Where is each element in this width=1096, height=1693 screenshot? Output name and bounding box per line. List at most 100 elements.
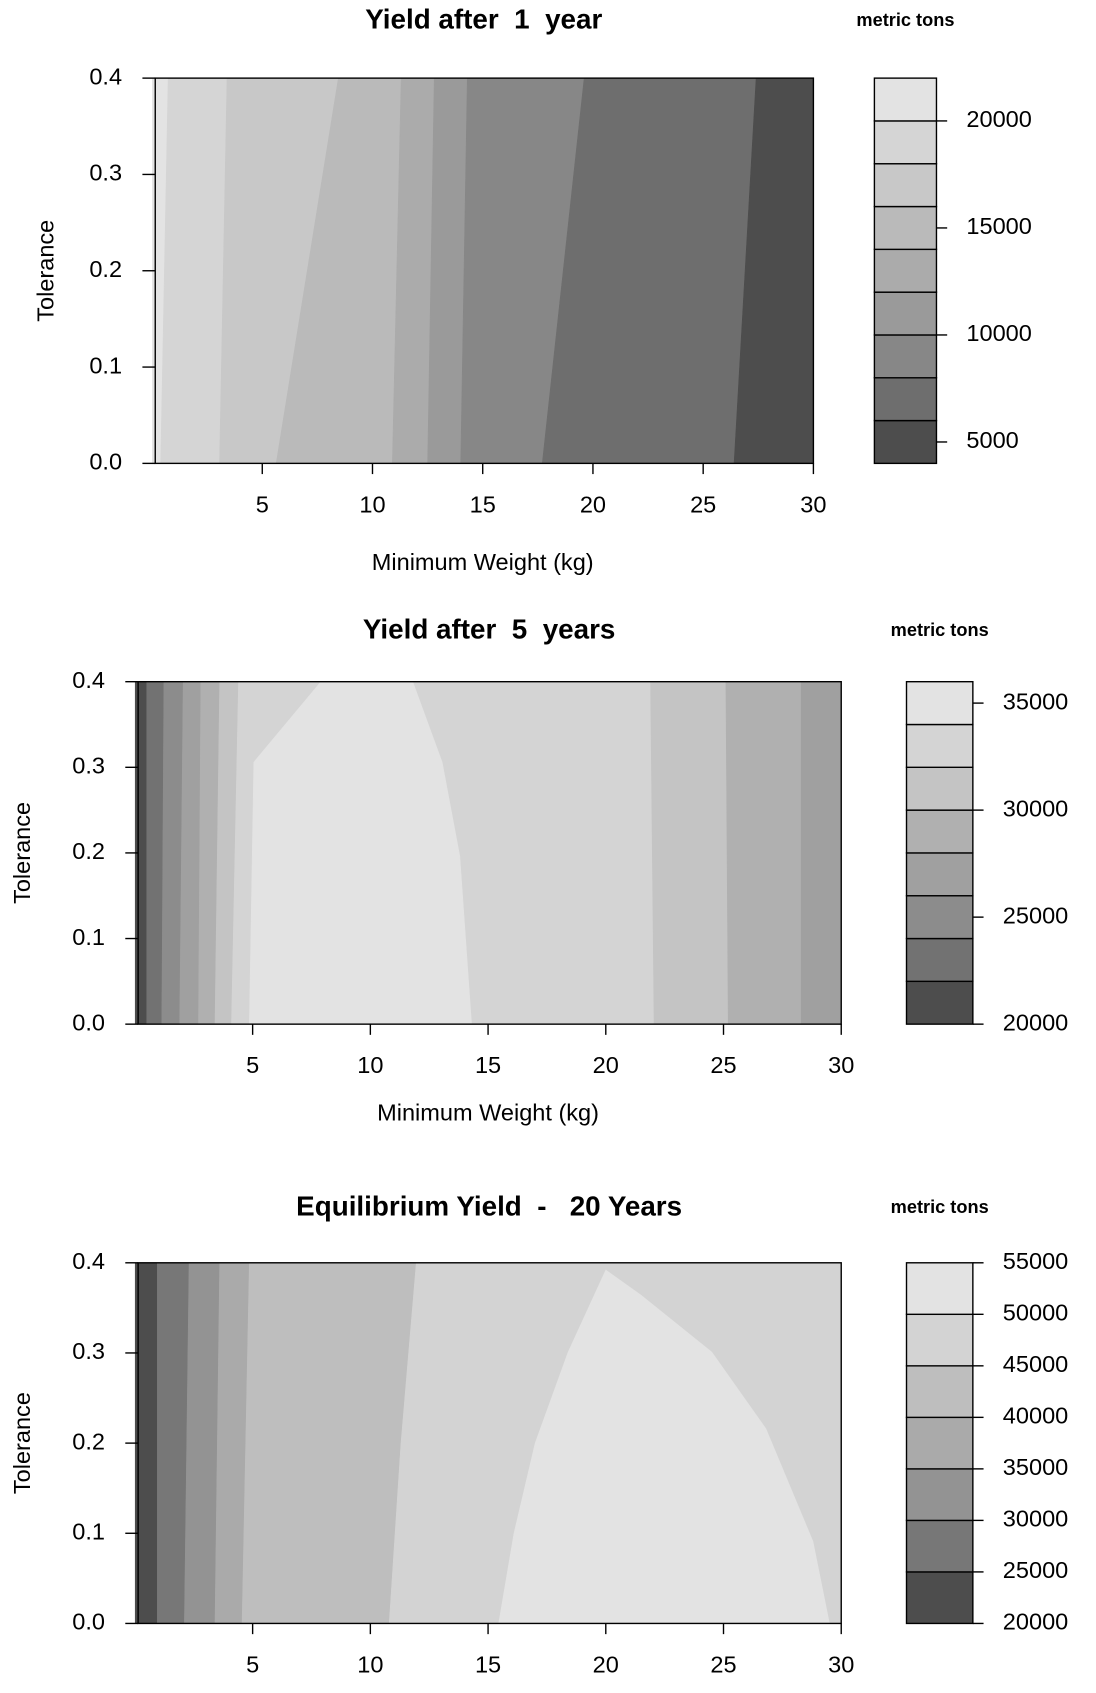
colorbar-band bbox=[905, 1571, 974, 1625]
colorbar-tick-label: 5000 bbox=[966, 427, 1018, 453]
contour-region bbox=[214, 1262, 250, 1624]
colorbar-tick-label: 40000 bbox=[1003, 1403, 1068, 1429]
x-axis-label: Minimum Weight (kg) bbox=[372, 549, 594, 575]
colorbar-tick-label: 35000 bbox=[1003, 1454, 1068, 1480]
x-tick-label: 30 bbox=[828, 1651, 854, 1677]
regions bbox=[134, 681, 842, 1025]
y-tick-label: 0.1 bbox=[72, 924, 105, 950]
x-tick-label: 15 bbox=[475, 1052, 501, 1078]
contour-region bbox=[214, 681, 239, 1025]
y-tick-label: 0.3 bbox=[72, 1338, 105, 1364]
colorbar-band bbox=[905, 766, 974, 811]
colorbar-band bbox=[905, 1365, 974, 1419]
contour-plot: 5 10 15 20 25 30 0.0 0.1 0.2 0.3 0.4 Yield after 1 … bbox=[32, 4, 1031, 575]
contour-region bbox=[146, 681, 165, 1025]
colorbar-tick-label: 15000 bbox=[966, 213, 1031, 239]
colorbar-tick-label: 20000 bbox=[1003, 1609, 1068, 1635]
colorbar-band bbox=[905, 895, 974, 940]
contour-region bbox=[460, 78, 585, 464]
y-tick-label: 0.3 bbox=[72, 753, 105, 779]
colorbar-band bbox=[873, 334, 938, 379]
colorbar-band bbox=[905, 1416, 974, 1470]
legend-title: metric tons bbox=[891, 1197, 989, 1217]
contour-region bbox=[650, 681, 729, 1025]
contour-plot: 5 10 15 20 25 30 0.0 0.1 0.2 0.3 0.4 Yield after 5 … bbox=[9, 614, 1068, 1126]
contour-plot: 5 10 15 20 25 30 0.0 0.1 0.2 0.3 0.4 Equilibrium Yi… bbox=[9, 1191, 1068, 1678]
colorbar-tick-label: 50000 bbox=[1003, 1300, 1068, 1326]
y-tick-label: 0.4 bbox=[72, 1248, 105, 1274]
colorbar-band bbox=[873, 419, 938, 465]
contour-region bbox=[161, 681, 184, 1025]
colorbar-band bbox=[905, 852, 974, 897]
y-tick-label: 0.4 bbox=[89, 63, 122, 89]
colorbar-tick-label: 45000 bbox=[1003, 1351, 1068, 1377]
colorbar-tick-label: 30000 bbox=[1003, 1506, 1068, 1532]
contour-region bbox=[498, 1269, 830, 1624]
contour-region bbox=[725, 681, 802, 1025]
y-tick-label: 0.2 bbox=[72, 1428, 105, 1454]
x-tick-label: 25 bbox=[710, 1052, 736, 1078]
y-tick-label: 0.0 bbox=[72, 1009, 105, 1035]
y-tick-label: 0.0 bbox=[72, 1609, 105, 1635]
x-tick-label: 30 bbox=[800, 491, 826, 517]
legend-title: metric tons bbox=[856, 10, 954, 30]
x-tick-label: 5 bbox=[246, 1651, 259, 1677]
x-tick-label: 10 bbox=[359, 491, 385, 517]
y-axis-label: Tolerance bbox=[32, 220, 58, 322]
contour-region bbox=[134, 1262, 158, 1624]
colorbar-band bbox=[905, 937, 974, 983]
y-axis-label: Tolerance bbox=[9, 802, 35, 904]
colorbar-tick-label: 10000 bbox=[966, 320, 1031, 346]
colorbar-band bbox=[873, 248, 938, 293]
x-tick-label: 15 bbox=[475, 1651, 501, 1677]
regions bbox=[134, 1262, 842, 1624]
x-tick-label: 15 bbox=[470, 491, 496, 517]
y-tick-label: 0.2 bbox=[72, 838, 105, 864]
contour-region bbox=[184, 1262, 220, 1624]
x-tick-label: 10 bbox=[357, 1651, 383, 1677]
contour-region bbox=[152, 78, 169, 464]
contour-region bbox=[733, 78, 814, 464]
x-tick-label: 20 bbox=[593, 1052, 619, 1078]
x-axis-label: Minimum Weight (kg) bbox=[377, 1099, 599, 1125]
colorbar-band bbox=[905, 980, 974, 1025]
chart-title: Equilibrium Yield - 20 Years bbox=[296, 1191, 682, 1222]
x-tick-label: 5 bbox=[246, 1052, 259, 1078]
colorbar-tick-label: 20000 bbox=[966, 106, 1031, 132]
colorbar-band bbox=[905, 1262, 974, 1316]
chart-title: Yield after 1 year bbox=[365, 4, 602, 35]
colorbar-band bbox=[905, 809, 974, 854]
colorbar-tick-label: 30000 bbox=[1003, 795, 1068, 821]
colorbar-band bbox=[905, 1468, 974, 1522]
x-tick-label: 20 bbox=[580, 491, 606, 517]
contour-region bbox=[179, 681, 202, 1025]
y-tick-label: 0.4 bbox=[72, 667, 105, 693]
colorbar-band bbox=[905, 1313, 974, 1367]
colorbar-band bbox=[905, 723, 974, 769]
colorbar-band bbox=[873, 291, 938, 336]
x-tick-label: 30 bbox=[828, 1052, 854, 1078]
x-tick-label: 25 bbox=[690, 491, 716, 517]
contour-region bbox=[160, 78, 228, 464]
y-axis-label: Tolerance bbox=[9, 1392, 35, 1494]
x-tick-label: 20 bbox=[593, 1651, 619, 1677]
contour-region bbox=[198, 681, 220, 1025]
colorbar-band bbox=[873, 77, 938, 122]
colorbar-tick-label: 55000 bbox=[1003, 1248, 1068, 1274]
colorbar-band bbox=[873, 377, 938, 422]
x-tick-label: 10 bbox=[357, 1052, 383, 1078]
colorbar-band bbox=[905, 680, 974, 726]
y-tick-label: 0.2 bbox=[89, 256, 122, 282]
colorbar-band bbox=[873, 163, 938, 208]
x-tick-label: 5 bbox=[256, 491, 269, 517]
regions bbox=[152, 78, 814, 464]
colorbar-band bbox=[905, 1519, 974, 1573]
y-tick-label: 0.3 bbox=[89, 160, 122, 186]
contour-region bbox=[427, 78, 468, 464]
y-tick-label: 0.0 bbox=[89, 449, 122, 475]
contour-region bbox=[249, 681, 472, 1025]
contour-region bbox=[275, 78, 402, 464]
contour-region bbox=[541, 78, 757, 464]
